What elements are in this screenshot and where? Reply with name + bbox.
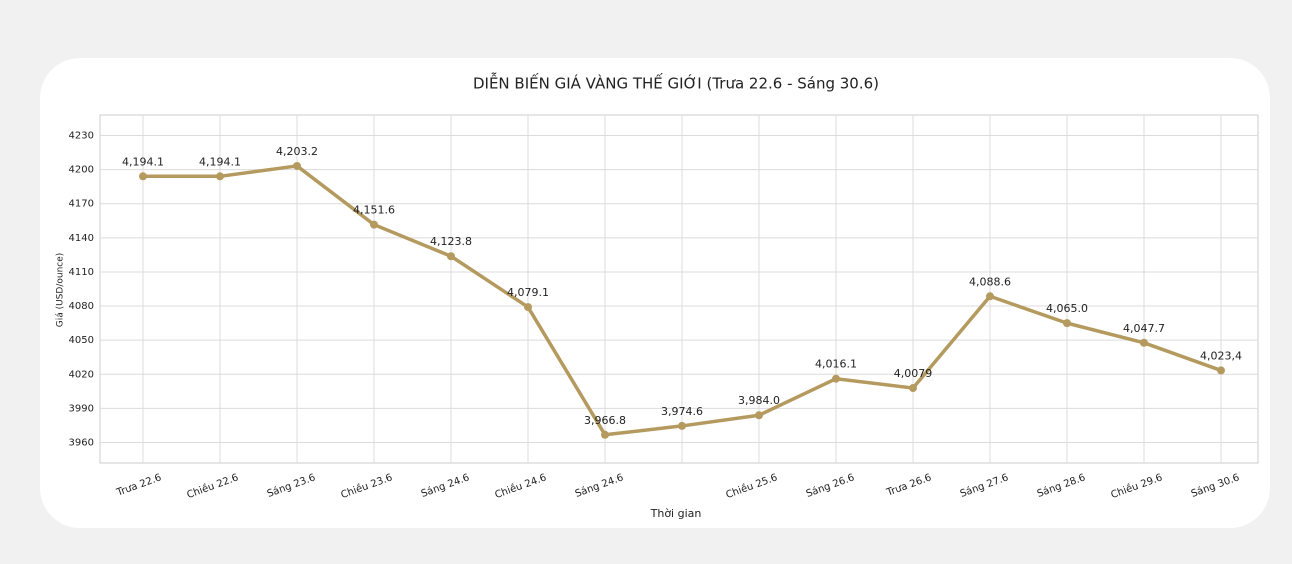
x-tick-label: Sáng 30.6 <box>1189 471 1241 500</box>
y-tick-label: 3990 <box>69 403 94 414</box>
x-tick-label: Sáng 28.6 <box>1035 471 1087 500</box>
chart-title: DIỄN BIẾN GIÁ VÀNG THẾ GIỚI (Trưa 22.6 -… <box>473 72 879 93</box>
data-label: 3,966.8 <box>584 414 626 427</box>
data-label: 4,065.0 <box>1046 302 1088 315</box>
data-label: 3,984.0 <box>738 394 780 407</box>
y-tick-label: 4140 <box>69 233 94 244</box>
point <box>370 220 378 229</box>
point <box>832 374 840 383</box>
x-tick-label: Chiều 22.6 <box>185 471 240 501</box>
data-label: 4,0079 <box>894 367 933 380</box>
y-tick-label: 4170 <box>69 199 94 210</box>
x-tick-label: Sáng 24.6 <box>419 471 471 500</box>
card <box>40 58 1270 528</box>
x-tick-label: Trưa 26.6 <box>884 472 933 499</box>
x-tick-label: Chiều 29.6 <box>1109 471 1164 501</box>
point <box>755 411 763 420</box>
data-label: 4,151.6 <box>353 204 395 217</box>
y-tick-label: 4110 <box>69 267 94 278</box>
data-label: 4,203.2 <box>276 145 318 158</box>
point <box>1063 319 1071 328</box>
data-label: 4,016.1 <box>815 358 857 371</box>
plot-frame <box>99 114 1259 464</box>
data-label: 4,194.1 <box>122 155 164 168</box>
point <box>524 303 532 312</box>
x-tick-label: Sáng 24.6 <box>573 471 625 500</box>
x-tick-label: Sáng 23.6 <box>265 471 317 500</box>
y-tick-label: 4200 <box>69 165 94 176</box>
y-tick-label: 4020 <box>69 369 94 380</box>
point <box>447 252 455 261</box>
x-tick-label: Chiều 25.6 <box>724 471 779 501</box>
point <box>293 161 301 170</box>
y-tick-label: 4050 <box>69 335 94 346</box>
data-label: 4,047.7 <box>1123 322 1165 335</box>
data-label: 4,123.8 <box>430 235 472 248</box>
x-tick-label: Sáng 26.6 <box>804 471 856 500</box>
point <box>1217 366 1225 375</box>
point <box>909 384 917 393</box>
point <box>986 292 994 301</box>
x-tick-label: Sáng 27.6 <box>958 471 1010 500</box>
data-label: 4,023,4 <box>1200 349 1242 362</box>
x-tick-label: Chiều 24.6 <box>493 471 548 501</box>
data-label: 4,088.6 <box>969 275 1011 288</box>
point <box>139 172 147 181</box>
x-tick-label: Chiều 23.6 <box>339 471 394 501</box>
data-label: 3,974.6 <box>661 405 703 418</box>
x-axis-label: Thời gian <box>650 507 702 520</box>
point <box>1140 338 1148 347</box>
x-tick-label: Trưa 22.6 <box>114 472 163 499</box>
point <box>216 172 224 181</box>
y-axis-label: Giá (USD/ounce) <box>56 253 66 328</box>
y-tick-label: 4230 <box>69 130 94 141</box>
point <box>678 421 686 430</box>
data-label: 4,194.1 <box>199 155 241 168</box>
y-tick-label: 4080 <box>69 301 94 312</box>
point <box>601 430 609 439</box>
data-label: 4,079.1 <box>507 286 549 299</box>
y-tick-label: 3960 <box>69 438 94 449</box>
